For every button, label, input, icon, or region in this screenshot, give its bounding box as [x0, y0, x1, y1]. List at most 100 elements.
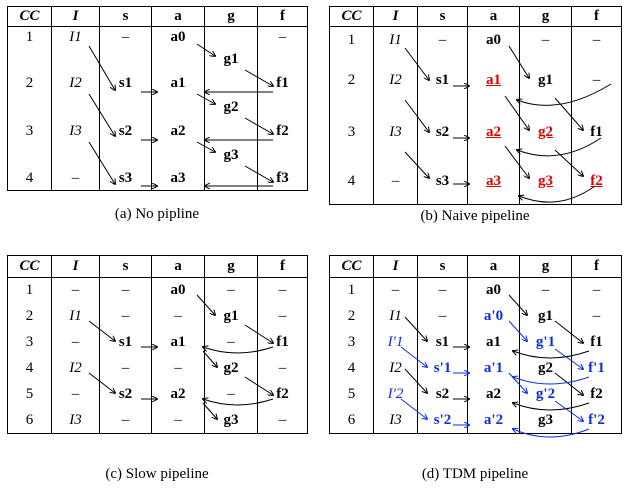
- header-a: a: [467, 255, 520, 278]
- cell-g: [204, 118, 258, 145]
- cell-a-conflict: a3: [467, 158, 520, 205]
- table-slow-pipeline: CC I s a g f 1 – – a0 – – 2 I1 – – g1 – …: [7, 255, 308, 434]
- cell-g: g3: [204, 144, 258, 167]
- cell-g: g2: [204, 96, 258, 119]
- cell-i-tdm: I'1: [373, 329, 418, 356]
- header-a: a: [151, 6, 205, 27]
- cell-i: [51, 96, 100, 119]
- cell-s-tdm: s'2: [417, 407, 468, 434]
- cell-s: s1: [99, 329, 152, 356]
- cell-s: s1: [417, 54, 468, 107]
- cell-a-tdm: a'0: [467, 303, 520, 330]
- cell-f-tdm: f'1: [571, 355, 622, 382]
- cell-cc: [7, 96, 52, 119]
- cell-f: f1: [571, 106, 622, 159]
- cell-a: [151, 144, 205, 167]
- cell-g: g1: [204, 303, 258, 330]
- cell-a: –: [151, 407, 205, 434]
- table-naive-pipeline: CC I s a g f 1 I1 – a0 – – 2 I2 s1 a1 g1…: [329, 6, 622, 205]
- cell-f: –: [257, 26, 308, 49]
- cell-f: f2: [571, 381, 622, 408]
- cell-s: s2: [417, 106, 468, 159]
- cell-i: –: [51, 277, 100, 304]
- header-s: s: [99, 255, 152, 278]
- cell-f: f2: [257, 118, 308, 145]
- cell-g: –: [204, 381, 258, 408]
- cell-s: s1: [99, 70, 152, 97]
- cell-g: g1: [519, 303, 572, 330]
- cell-f: –: [571, 26, 622, 55]
- cell-f: [257, 144, 308, 167]
- cell-g: g3: [204, 407, 258, 434]
- header-i: I: [51, 255, 100, 278]
- cell-cc: 2: [7, 70, 52, 97]
- cell-cc: 4: [7, 166, 52, 191]
- cell-g-conflict: g3: [519, 158, 572, 205]
- cell-g-tdm: g'1: [519, 329, 572, 356]
- header-a: a: [467, 6, 520, 27]
- cell-i-tdm: I'2: [373, 381, 418, 408]
- header-g: g: [519, 6, 572, 27]
- header-f: f: [571, 6, 622, 27]
- cell-cc: 5: [7, 381, 52, 408]
- cell-i: I3: [373, 106, 418, 159]
- header-g: g: [519, 255, 572, 278]
- cell-cc: 1: [7, 26, 52, 49]
- header-s: s: [99, 6, 152, 27]
- cell-cc: [7, 48, 52, 71]
- cell-s: s3: [99, 166, 152, 191]
- cell-g: g1: [204, 48, 258, 71]
- panel-tdm-pipeline: CC I s a g f 1 – – a0 – – 2 I1 – a'0 g1 …: [329, 255, 622, 485]
- cell-cc: 3: [7, 329, 52, 356]
- cell-f: f3: [257, 166, 308, 191]
- cell-f: f1: [571, 329, 622, 356]
- cell-a: a0: [467, 277, 520, 304]
- table-tdm-pipeline: CC I s a g f 1 – – a0 – – 2 I1 – a'0 g1 …: [329, 255, 622, 434]
- cell-f: –: [257, 407, 308, 434]
- cell-a-tdm: a'1: [467, 355, 520, 382]
- cell-cc: 4: [329, 355, 374, 382]
- cell-i: –: [373, 158, 418, 205]
- cell-f-conflict: f2: [571, 158, 622, 205]
- cell-cc: 3: [329, 329, 374, 356]
- cell-g: g3: [519, 407, 572, 434]
- header-a: a: [151, 255, 205, 278]
- header-f: f: [257, 255, 308, 278]
- cell-a: a1: [151, 329, 205, 356]
- cell-f: [257, 96, 308, 119]
- cell-cc: 1: [329, 277, 374, 304]
- cell-a: a2: [151, 118, 205, 145]
- cell-g: g1: [519, 54, 572, 107]
- cell-s: [99, 144, 152, 167]
- cell-g: g2: [519, 355, 572, 382]
- header-cc: CC: [7, 6, 52, 27]
- cell-a: a1: [151, 70, 205, 97]
- cell-a: –: [151, 303, 205, 330]
- header-s: s: [417, 255, 468, 278]
- cell-g: [204, 26, 258, 49]
- cell-i: I1: [51, 303, 100, 330]
- cell-g: [204, 70, 258, 97]
- cell-f: –: [571, 54, 622, 107]
- cell-a: [151, 48, 205, 71]
- cell-i: I2: [51, 70, 100, 97]
- cell-s: –: [99, 26, 152, 49]
- cell-i: –: [51, 166, 100, 191]
- header-f: f: [257, 6, 308, 27]
- cell-f: –: [257, 303, 308, 330]
- cell-i: [51, 48, 100, 71]
- cell-cc: 2: [329, 54, 374, 107]
- cell-i: I3: [51, 118, 100, 145]
- cell-s: –: [99, 303, 152, 330]
- cell-a-tdm: a'2: [467, 407, 520, 434]
- cell-s: –: [99, 407, 152, 434]
- cell-f: –: [257, 277, 308, 304]
- cell-f-tdm: f'2: [571, 407, 622, 434]
- cell-a: a0: [467, 26, 520, 55]
- cell-cc: 3: [7, 118, 52, 145]
- cell-f: f1: [257, 329, 308, 356]
- cell-cc: 5: [329, 381, 374, 408]
- cell-s: –: [99, 355, 152, 382]
- cell-a-conflict: a1: [467, 54, 520, 107]
- cell-s-tdm: s'1: [417, 355, 468, 382]
